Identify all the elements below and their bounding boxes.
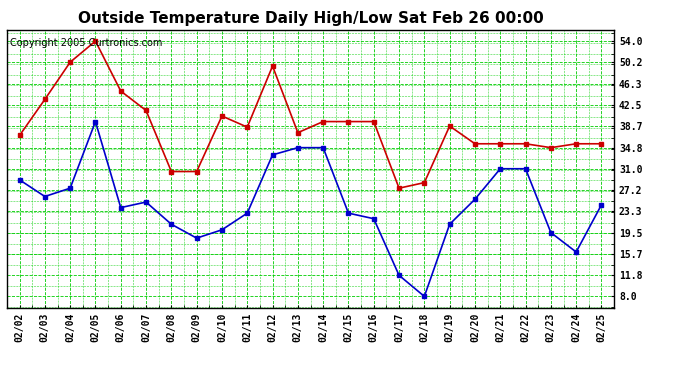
Text: Outside Temperature Daily High/Low Sat Feb 26 00:00: Outside Temperature Daily High/Low Sat F… xyxy=(77,11,544,26)
Text: Copyright 2005 Curtronics.com: Copyright 2005 Curtronics.com xyxy=(10,38,162,48)
